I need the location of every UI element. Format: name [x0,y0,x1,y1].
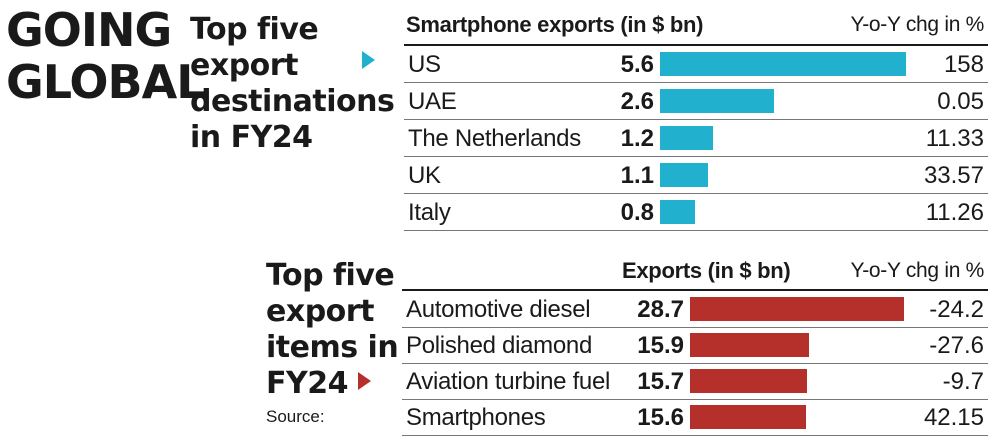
table-row: Smartphones 15.6 42.15 [402,399,988,436]
change-value: -24.2 [929,296,984,323]
value-label: 5.6 [620,51,654,78]
change-value: -27.6 [929,332,984,359]
cyan-arrow-icon [362,51,375,69]
bar [690,405,807,429]
change-value: 11.26 [925,199,984,226]
items-title-line-2: export [266,294,374,329]
bar [660,163,709,187]
bar [660,52,906,76]
category-label: Aviation turbine fuel [406,368,611,395]
table-row: Italy 0.8 11.26 [404,194,988,231]
change-value: 33.57 [923,162,984,189]
change-header: Y-o-Y chg in % [850,13,984,36]
destinations-title-line-2: export [190,48,298,83]
destinations-table: Smartphone exports (in $ bn) Y-o-Y chg in… [404,12,988,235]
category-label: Italy [408,199,451,226]
change-value: 0.05 [937,88,984,115]
items-title-line-1: Top five [266,258,395,293]
value-label: 15.6 [637,404,684,431]
category-label: Smartphones [406,404,546,431]
table-row: UAE 2.6 0.05 [404,83,988,120]
value-header: Smartphone exports (in $ bn) [406,12,704,37]
value-label: 28.7 [637,296,684,323]
category-label: Polished diamond [406,332,592,359]
items-table: Exports (in $ bn) Y-o-Y chg in % Automotiv… [402,258,988,439]
category-label: The Netherlands [408,125,581,152]
bar [660,200,696,224]
change-value: -9.7 [942,368,984,395]
value-label: 1.1 [620,162,654,189]
bar [690,297,904,321]
items-title: Top five export items in FY24 [266,258,399,402]
value-label: 15.9 [637,332,684,359]
change-header: Y-o-Y chg in % [850,259,984,282]
destinations-title-line-3: destinations [190,84,395,119]
value-label: 15.7 [637,368,684,395]
value-label: 0.8 [620,199,654,226]
bar [690,333,809,357]
category-label: Automotive diesel [406,296,591,323]
headline: GOING GLOBAL [6,3,206,109]
table-row: US 5.6 158 [404,46,988,83]
header-rule [404,44,988,46]
table-row: UK 1.1 33.57 [404,157,988,194]
table-row: Polished diamond 15.9 -27.6 [402,327,988,364]
bar [660,126,713,150]
headline-line-1: GOING [6,3,172,57]
change-value: 158 [943,51,984,78]
items-title-line-3: items in [266,330,399,365]
category-label: UK [408,162,441,189]
bar [660,89,775,113]
value-label: 1.2 [620,125,654,152]
headline-line-2: GLOBAL [6,55,206,109]
table-row: Aviation turbine fuel 15.7 -9.7 [402,363,988,400]
items-title-line-4: FY24 [266,366,348,401]
red-arrow-icon [358,372,371,390]
destinations-title-line-1: Top five [190,12,319,47]
destinations-title-line-4: in FY24 [190,120,313,155]
change-value: 42.15 [923,404,984,431]
category-label: UAE [408,88,457,115]
source-note: Source: [266,407,325,426]
bar [690,369,808,393]
value-label: 2.6 [620,88,654,115]
value-header: Exports (in $ bn) [622,258,791,283]
destinations-title: Top five export destinations in FY24 [190,12,395,156]
category-label: US [408,51,441,78]
table-row: The Netherlands 1.2 11.33 [404,120,988,157]
header-rule [402,289,988,291]
table-row: Automotive diesel 28.7 -24.2 [402,291,988,328]
change-value: 11.33 [925,125,984,152]
